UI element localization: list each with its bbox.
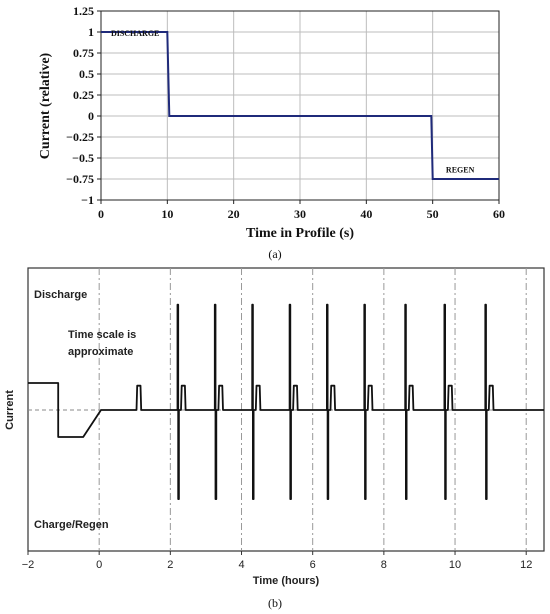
chart-b-y-axis-label: Current <box>4 390 16 430</box>
chart-b-annotation-time-scale-1: Time scale is <box>68 329 136 341</box>
chart-b-annotation-discharge: Discharge <box>34 289 87 301</box>
chart-b: −2 0 2 4 6 8 10 12 Discharge Time scale is appr… <box>4 267 545 610</box>
chart-a-y-tick-label: 0.25 <box>73 88 94 102</box>
chart-a-x-tick-label: 50 <box>427 207 439 221</box>
chart-a-x-axis-label: Time in Profile (s) <box>246 226 354 241</box>
chart-a-annotation-regen: REGEN <box>446 165 475 174</box>
chart-a-y-tick-label: 1.25 <box>73 4 94 18</box>
chart-b-x-axis-label: Time (hours) <box>253 575 320 587</box>
chart-b-x-tick-label: 10 <box>449 559 461 571</box>
chart-a-grid <box>100 10 500 201</box>
chart-b-annotation-time-scale-2: approximate <box>68 346 133 358</box>
chart-a-x-ticks: 0 10 20 30 40 50 60 <box>98 200 505 221</box>
chart-a-y-ticks: 1.25 1 0.75 0.5 0.25 0 −0.25 −0.5 −0.75 −1 <box>66 4 101 207</box>
chart-a-x-tick-label: 10 <box>161 207 173 221</box>
chart-b-x-tick-label: 2 <box>167 559 173 571</box>
chart-a: 1.25 1 0.75 0.5 0.25 0 −0.25 −0.5 −0.75 −1 0 10 20 3… <box>38 4 505 261</box>
chart-b-annotation-charge-regen: Charge/Regen <box>34 519 109 531</box>
chart-b-x-ticks: −2 0 2 4 6 8 10 12 <box>22 551 532 571</box>
chart-a-y-tick-label: −0.25 <box>66 130 94 144</box>
chart-a-y-tick-label: −0.5 <box>72 151 94 165</box>
chart-a-y-tick-label: 0.75 <box>73 46 94 60</box>
chart-a-x-tick-label: 30 <box>294 207 306 221</box>
chart-a-y-tick-label: −0.75 <box>66 172 94 186</box>
chart-b-x-tick-label: −2 <box>22 559 35 571</box>
chart-b-x-tick-label: 8 <box>381 559 387 571</box>
chart-a-y-tick-label: 1 <box>88 25 94 39</box>
chart-a-series-line <box>101 31 499 180</box>
chart-b-x-tick-label: 0 <box>96 559 102 571</box>
chart-b-x-tick-label: 12 <box>520 559 532 571</box>
chart-a-x-tick-label: 60 <box>493 207 505 221</box>
chart-a-panel-label: (a) <box>268 247 281 261</box>
chart-a-x-tick-label: 40 <box>360 207 372 221</box>
chart-a-annotation-discharge: DISCHARGE <box>111 29 159 38</box>
chart-a-y-tick-label: 0 <box>88 109 94 123</box>
chart-a-y-tick-label: 0.5 <box>79 67 94 81</box>
chart-b-series-line <box>28 303 544 500</box>
chart-a-y-axis-label: Current (relative) <box>38 52 53 159</box>
chart-a-y-tick-label: −1 <box>81 193 94 207</box>
chart-b-x-tick-label: 6 <box>310 559 316 571</box>
chart-a-x-tick-label: 20 <box>228 207 240 221</box>
chart-a-x-tick-label: 0 <box>98 207 104 221</box>
chart-b-x-tick-label: 4 <box>238 559 244 571</box>
chart-b-panel-label: (b) <box>268 596 282 610</box>
